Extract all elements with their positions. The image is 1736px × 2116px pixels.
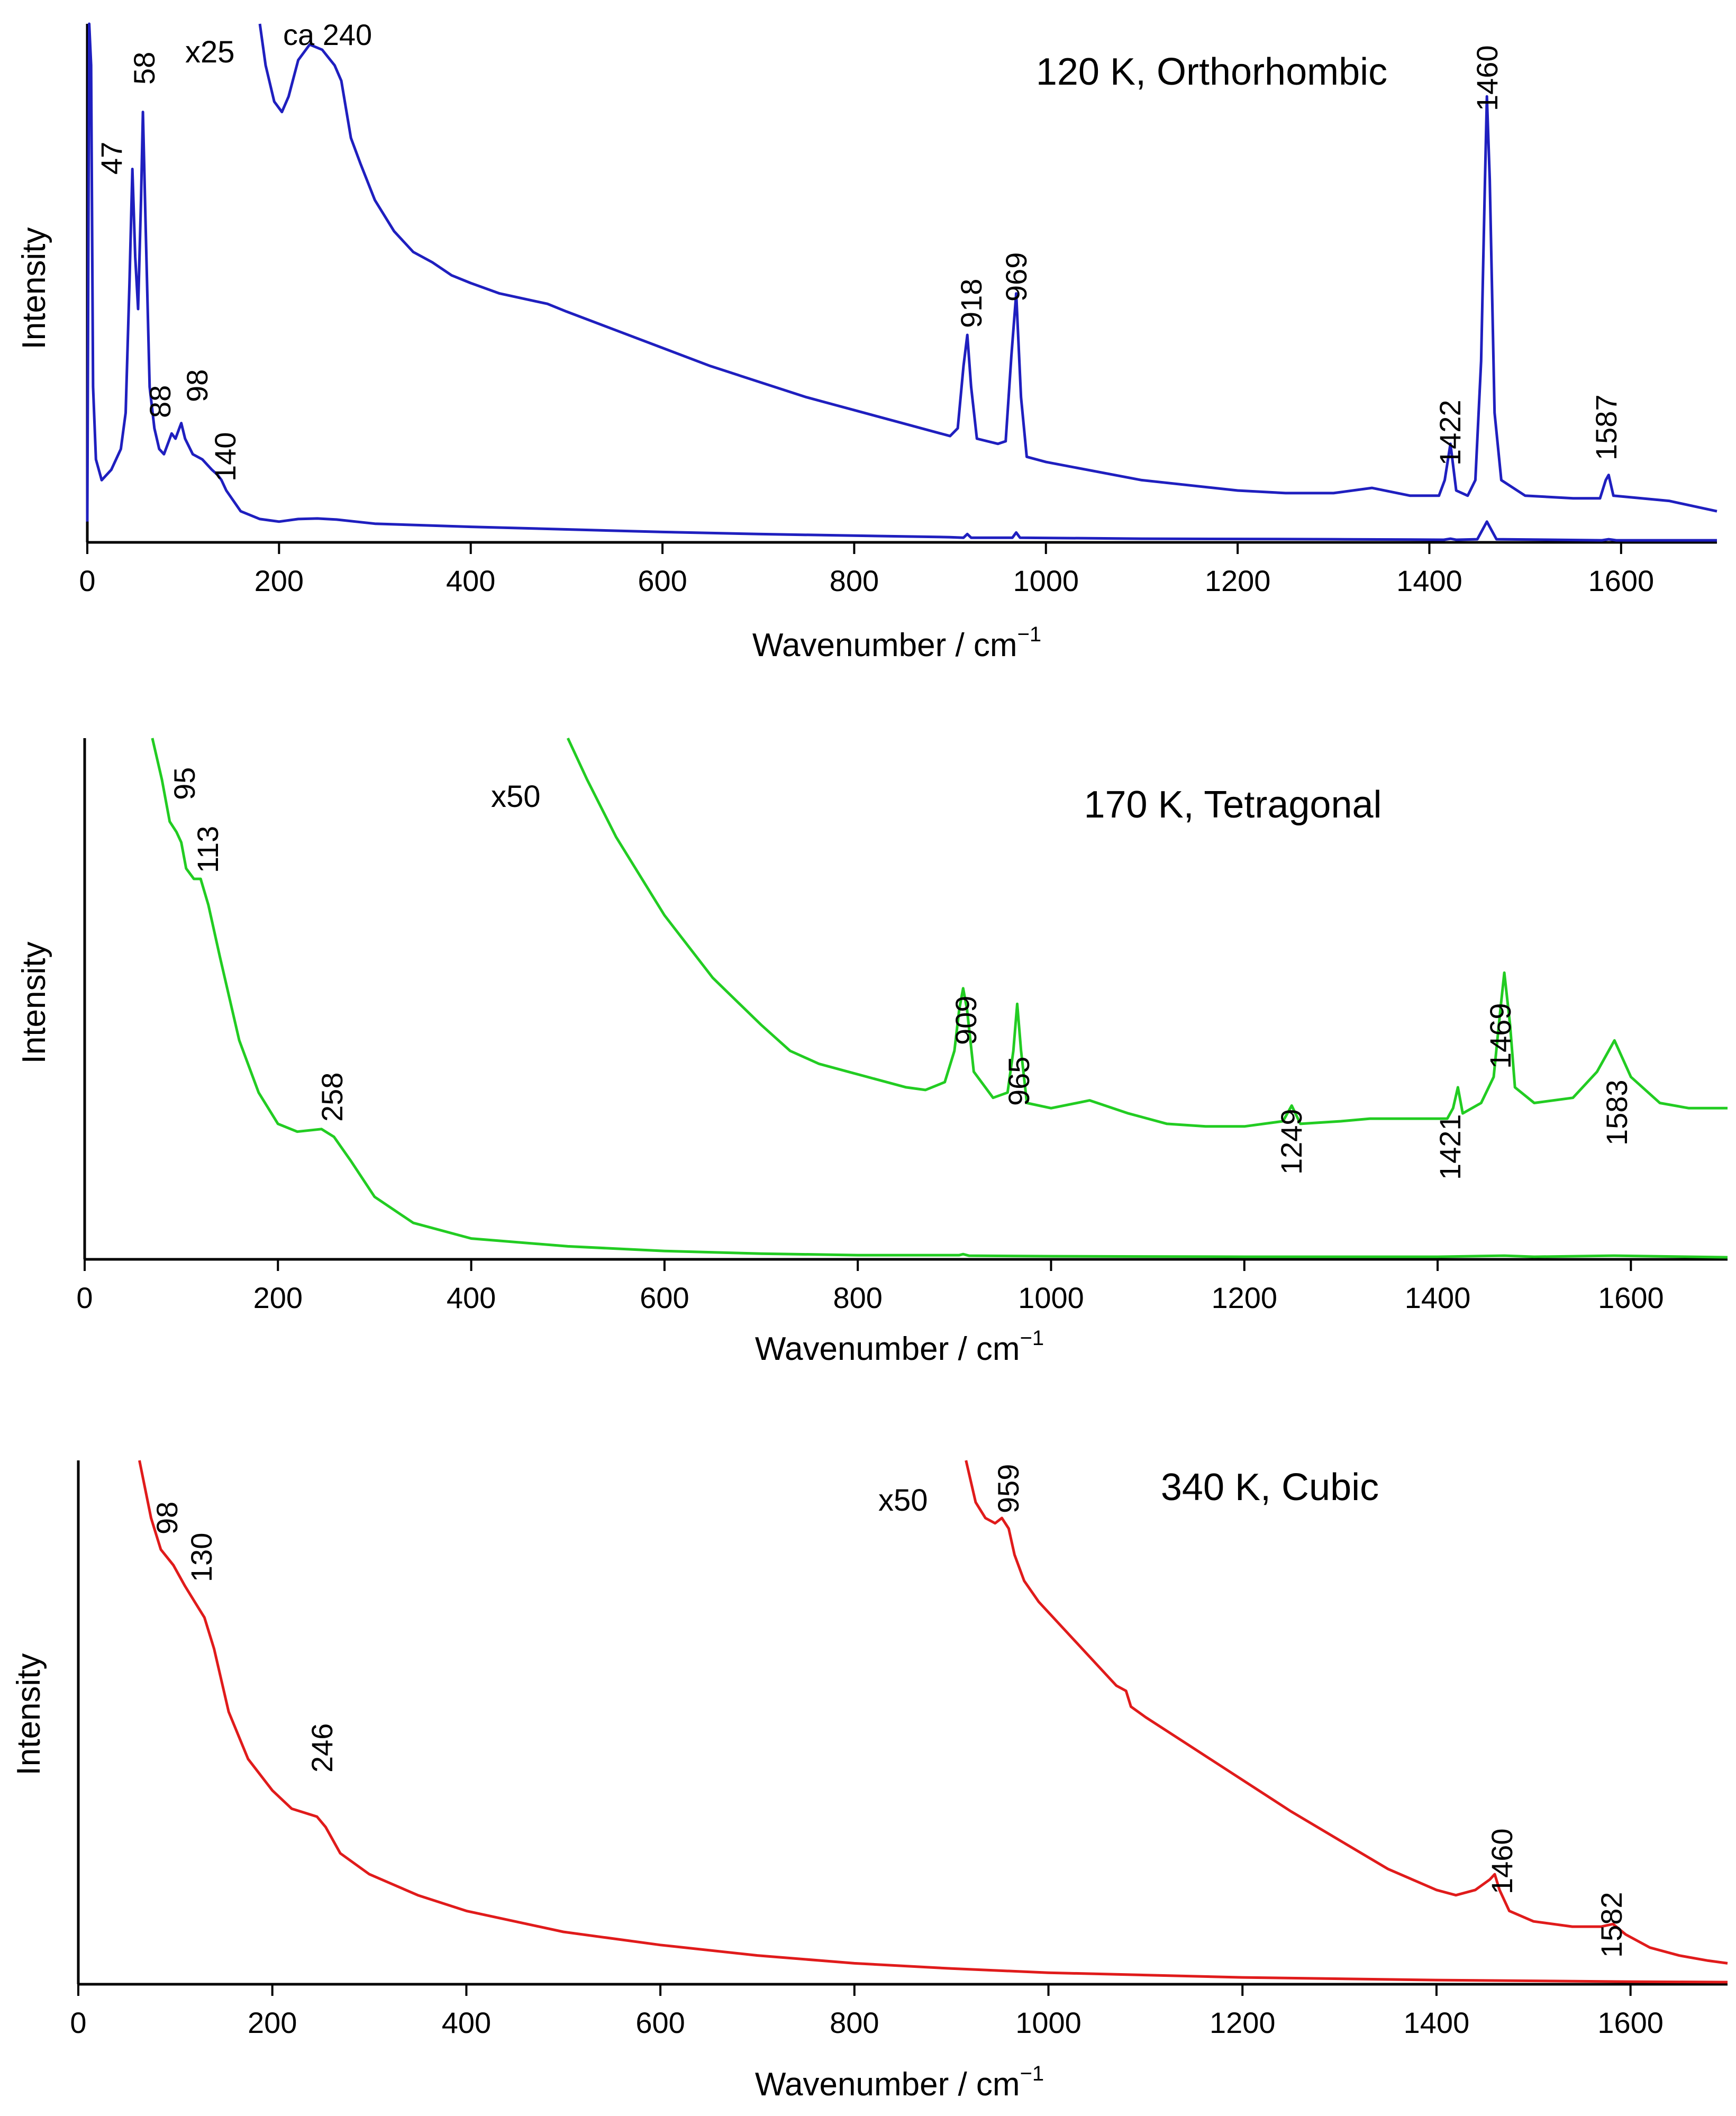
x-tick-label: 600 — [640, 1281, 689, 1314]
peak-label: 1460 — [1485, 1828, 1519, 1894]
peak-label: 965 — [1002, 1057, 1035, 1106]
series-line — [138, 1460, 1728, 1984]
peak-annotations: 95 113 258 909 965 1249 1421 1469 1583 — [168, 767, 1633, 1180]
peak-label: 918 — [955, 279, 988, 328]
x-axis-tick-labels: 0 200 400 600 800 1000 1200 1400 1600 — [70, 2006, 1664, 2039]
y-axis-label: Intensity — [16, 942, 52, 1064]
scaled-series-line — [965, 1460, 1728, 1965]
x-tick-label: 1200 — [1205, 564, 1271, 597]
x-tick-label: 200 — [253, 1281, 303, 1314]
chart-panel-tetragonal: 170 K, Tetragonal x50 Intensity 0 200 400 6… — [16, 737, 1728, 1367]
x-tick-label: 1000 — [1015, 2006, 1081, 2039]
x-tick-label: 600 — [638, 564, 687, 597]
peak-label: 959 — [992, 1464, 1025, 1513]
peak-label: 1249 — [1275, 1109, 1308, 1175]
x-tick-label: 1600 — [1597, 2006, 1664, 2039]
x-tick-label: 1400 — [1396, 564, 1462, 597]
x-axis-ticks — [86, 542, 1622, 554]
x-axis-ticks — [84, 1259, 1632, 1271]
y-axis-label: Intensity — [11, 1654, 47, 1776]
x-tick-label: 1200 — [1210, 2006, 1276, 2039]
x-axis-tick-labels: 0 200 400 600 800 1000 1200 1400 1600 — [79, 564, 1654, 597]
peak-label: 258 — [315, 1073, 349, 1122]
x-tick-label: 1200 — [1211, 1281, 1277, 1314]
x-tick-label: 1600 — [1588, 564, 1655, 597]
chart-title: 340 K, Cubic — [1161, 1466, 1379, 1509]
x-tick-label: 800 — [830, 564, 879, 597]
peak-label: 113 — [191, 826, 224, 873]
x-axis-label: Wavenumber / cm−1 — [755, 2062, 1044, 2103]
x-tick-label: 400 — [447, 1281, 496, 1314]
peak-annotations: 47 58 88 98 140 918 969 1422 1460 1587 ca 240 — [95, 18, 1623, 482]
chart-title: 170 K, Tetragonal — [1084, 784, 1381, 826]
scale-factor-label: x50 — [878, 1483, 928, 1518]
series-group — [151, 737, 1728, 1259]
x-tick-label: 0 — [79, 564, 95, 597]
peak-label: 58 — [128, 52, 161, 85]
series-group — [138, 1460, 1728, 1984]
x-tick-label: 0 — [76, 1281, 93, 1314]
chart-panel-orthorhombic: 120 K, Orthorhombic x25 Intensity 0 200 40… — [16, 18, 1717, 664]
peak-label: ca 240 — [283, 18, 372, 51]
peak-label: 1587 — [1589, 394, 1623, 460]
y-axis-label: Intensity — [16, 228, 52, 350]
x-tick-label: 1400 — [1404, 2006, 1470, 2039]
x-tick-label: 200 — [255, 564, 304, 597]
x-tick-label: 800 — [833, 1281, 882, 1314]
peak-label: 95 — [168, 767, 201, 800]
x-tick-label: 1600 — [1598, 1281, 1664, 1314]
peak-label: 909 — [949, 996, 983, 1045]
peak-label: 1460 — [1470, 45, 1504, 111]
x-tick-label: 400 — [442, 2006, 491, 2039]
x-tick-label: 400 — [446, 564, 495, 597]
peak-label: 88 — [143, 385, 177, 418]
x-tick-label: 1000 — [1018, 1281, 1084, 1314]
peak-label: 1582 — [1595, 1892, 1628, 1958]
x-tick-label: 800 — [830, 2006, 879, 2039]
x-tick-label: 600 — [635, 2006, 685, 2039]
series-line — [151, 738, 1728, 1259]
peak-label: 1469 — [1484, 1003, 1517, 1069]
scale-factor-label: x25 — [185, 35, 235, 69]
chart-panel-cubic: 340 K, Cubic x50 Intensity 0 200 400 600 800… — [11, 1460, 1728, 2103]
peak-label: 1421 — [1433, 1114, 1467, 1180]
x-tick-label: 1000 — [1013, 564, 1079, 597]
peak-label: 246 — [305, 1723, 339, 1773]
scale-factor-label: x50 — [491, 779, 541, 814]
peak-label: 98 — [150, 1502, 184, 1534]
scaled-series-line — [566, 737, 1728, 1128]
peak-label: 140 — [208, 432, 242, 482]
chart-title: 120 K, Orthorhombic — [1036, 51, 1387, 93]
x-axis-label: Wavenumber / cm−1 — [752, 623, 1041, 664]
peak-label: 130 — [185, 1533, 218, 1582]
peak-label: 47 — [95, 142, 128, 175]
peak-label: 1583 — [1600, 1079, 1633, 1146]
x-axis-tick-labels: 0 200 400 600 800 1000 1200 1400 1600 — [76, 1281, 1664, 1314]
peak-label: 1422 — [1433, 399, 1467, 466]
scaled-series-line — [258, 23, 1717, 513]
x-tick-label: 200 — [248, 2006, 297, 2039]
x-tick-label: 0 — [70, 2006, 86, 2039]
x-tick-label: 1400 — [1405, 1281, 1471, 1314]
peak-label: 98 — [180, 369, 214, 402]
peak-label: 969 — [999, 252, 1033, 302]
x-axis-ticks — [77, 1984, 1632, 1996]
series-group — [86, 22, 1717, 542]
x-axis-label: Wavenumber / cm−1 — [755, 1327, 1044, 1367]
series-line — [86, 22, 1717, 542]
